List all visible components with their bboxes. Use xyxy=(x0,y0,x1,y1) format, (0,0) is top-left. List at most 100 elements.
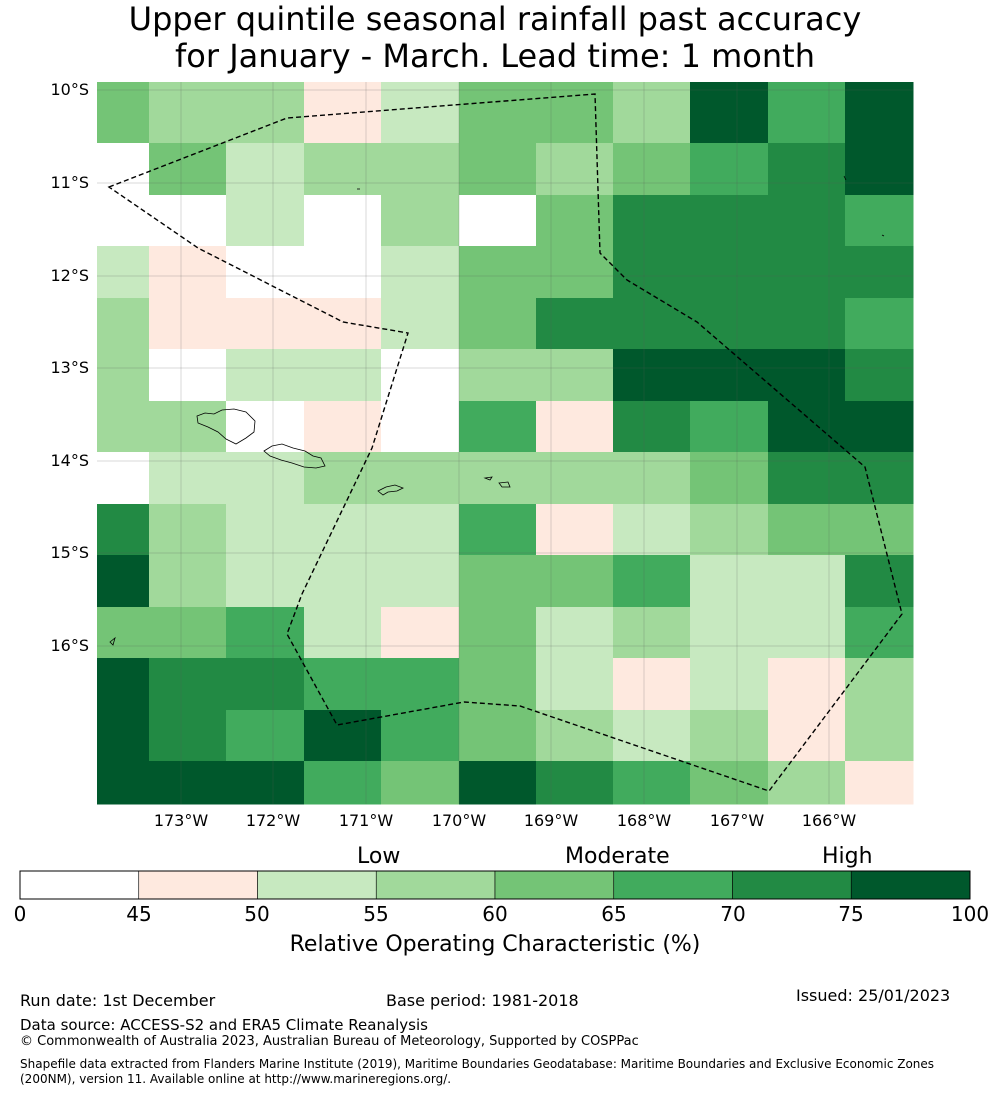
map-cell xyxy=(690,658,769,711)
map-cell xyxy=(97,349,150,402)
map-cell xyxy=(690,555,769,608)
map-cell xyxy=(845,504,914,556)
small-island-east-2 xyxy=(881,234,885,237)
map-graticule xyxy=(97,82,913,804)
map-cell xyxy=(381,349,460,402)
map-cell xyxy=(459,658,537,711)
map-cell xyxy=(536,761,614,805)
map-cell xyxy=(613,710,691,762)
map-cell xyxy=(845,298,914,350)
map-cell xyxy=(149,143,227,196)
map-cell xyxy=(536,607,614,659)
map-cell xyxy=(226,710,305,762)
map-cell xyxy=(304,761,382,805)
map-cell xyxy=(690,298,769,350)
lon-label-169w: 169°W xyxy=(523,811,579,830)
base-period: Base period: 1981-2018 xyxy=(386,991,579,1010)
map-cell xyxy=(768,298,846,350)
map-cell xyxy=(690,710,769,762)
map-cell xyxy=(459,555,537,608)
map-cell xyxy=(768,761,846,805)
lat-label-14s: 14°S xyxy=(50,451,89,470)
map-cell xyxy=(613,195,691,247)
map-cell xyxy=(97,82,150,93)
map-cell xyxy=(381,555,460,608)
map-cell xyxy=(459,82,537,93)
map-cell xyxy=(97,555,150,608)
map-grid-cells xyxy=(97,82,914,805)
map-cell xyxy=(845,143,914,196)
map-cell xyxy=(97,607,150,659)
map-cell xyxy=(845,710,914,762)
map-cell xyxy=(149,246,227,299)
map-cell xyxy=(459,195,537,247)
map-cell xyxy=(845,92,914,144)
map-cell xyxy=(690,143,769,196)
map-cell xyxy=(304,349,382,402)
map-cell xyxy=(226,349,305,402)
map-cell xyxy=(226,143,305,196)
map-cell xyxy=(613,401,691,453)
lon-label-170w: 170°W xyxy=(431,811,487,830)
lat-label-13s: 13°S xyxy=(50,358,89,377)
map-cell xyxy=(97,298,150,350)
map-cell xyxy=(536,195,614,247)
map-cell xyxy=(459,246,537,299)
map-cell xyxy=(845,82,914,93)
map-cell xyxy=(149,555,227,608)
map-cell xyxy=(536,298,614,350)
map-cell xyxy=(304,658,382,711)
map-cell xyxy=(613,658,691,711)
map-cell xyxy=(690,607,769,659)
colorbar-tick-45: 45 xyxy=(126,902,152,926)
map-cell xyxy=(459,298,537,350)
map-cell xyxy=(536,555,614,608)
map-cell xyxy=(304,92,382,144)
map-cell xyxy=(536,452,614,505)
map-cell xyxy=(536,401,614,453)
map-cell xyxy=(536,710,614,762)
map-cell xyxy=(381,246,460,299)
colorbar-tick-50: 50 xyxy=(244,902,270,926)
map-cell xyxy=(381,761,460,805)
map-cell xyxy=(845,349,914,402)
map-cell xyxy=(97,401,150,453)
map-cell xyxy=(149,761,227,805)
map-cell xyxy=(304,555,382,608)
upolu-island-outline xyxy=(263,443,326,469)
map-cell xyxy=(613,143,691,196)
map-cell xyxy=(690,401,769,453)
map-cell xyxy=(97,761,150,805)
map-cell xyxy=(304,195,382,247)
map-cell xyxy=(459,92,537,144)
map-cell xyxy=(381,143,460,196)
tau-island-outline xyxy=(498,481,511,488)
map-cell xyxy=(768,658,846,711)
map-cell xyxy=(459,401,537,453)
map-cell xyxy=(97,92,150,144)
map-cell xyxy=(768,401,846,453)
map-cell xyxy=(226,555,305,608)
map-cell xyxy=(226,246,305,299)
map-cell xyxy=(381,401,460,453)
map-cell xyxy=(536,658,614,711)
map-cell xyxy=(613,761,691,805)
map-cell xyxy=(304,298,382,350)
lat-label-15s: 15°S xyxy=(50,543,89,562)
map-cell xyxy=(690,349,769,402)
map-cell xyxy=(149,349,227,402)
map-cell xyxy=(459,143,537,196)
map-cell xyxy=(149,607,227,659)
map-cell xyxy=(613,607,691,659)
chart-title-line-2: for January - March. Lead time: 1 month xyxy=(175,37,815,75)
map-cell xyxy=(381,92,460,144)
map-cell xyxy=(536,246,614,299)
chart-title-line-1: Upper quintile seasonal rainfall past ac… xyxy=(128,0,862,38)
map-cell xyxy=(304,452,382,505)
map-cell xyxy=(768,143,846,196)
map-cell xyxy=(768,504,846,556)
map-cell xyxy=(768,452,846,505)
map-cell xyxy=(690,504,769,556)
colorbar-tick-70: 70 xyxy=(720,902,746,926)
map-cell xyxy=(613,452,691,505)
